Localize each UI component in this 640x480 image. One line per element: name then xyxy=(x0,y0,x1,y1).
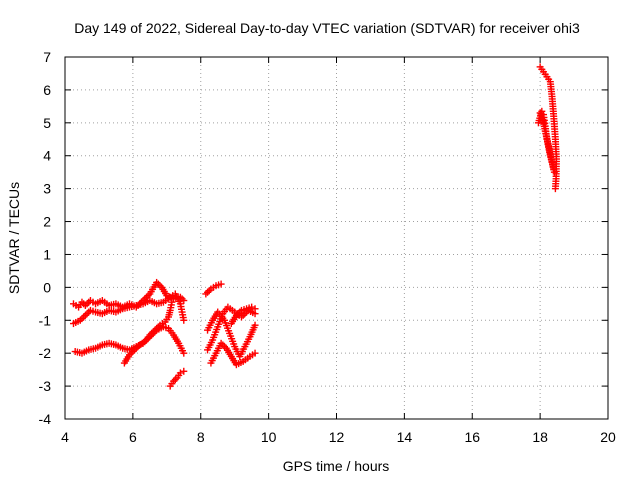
data-point xyxy=(180,349,188,357)
data-point xyxy=(81,311,89,319)
data-point xyxy=(83,300,91,308)
data-point xyxy=(151,326,159,334)
data-point xyxy=(550,165,558,173)
data-point xyxy=(142,293,150,301)
x-tick-label: 12 xyxy=(329,429,345,445)
data-point xyxy=(168,298,176,306)
data-point xyxy=(85,308,93,316)
data-point xyxy=(180,297,188,305)
data-point xyxy=(251,305,259,313)
y-tick-label: 2 xyxy=(43,214,51,230)
x-tick-labels: 4 6 8 10 12 14 16 18 20 xyxy=(61,429,616,445)
data-point xyxy=(171,376,179,384)
data-point xyxy=(217,280,225,288)
data-point xyxy=(551,185,559,193)
y-tick-label: -2 xyxy=(39,345,52,361)
y-tick-label: -4 xyxy=(39,411,52,427)
data-point xyxy=(81,301,89,309)
y-tick-label: 6 xyxy=(43,82,51,98)
y-tick-label: 5 xyxy=(43,115,51,131)
data-point xyxy=(239,311,247,319)
x-tick-label: 14 xyxy=(397,429,413,445)
y-tick-label: -1 xyxy=(39,312,52,328)
x-tick-label: 8 xyxy=(197,429,205,445)
x-tick-label: 16 xyxy=(464,429,480,445)
y-tick-label: 1 xyxy=(43,246,51,262)
y-tick-label: -3 xyxy=(39,378,52,394)
data-point xyxy=(180,316,188,324)
y-axis-label: SDTVAR / TECUs xyxy=(6,182,22,294)
data-point xyxy=(204,288,212,296)
x-tick-label: 6 xyxy=(129,429,137,445)
data-points xyxy=(69,63,560,390)
data-point xyxy=(205,287,213,295)
x-tick-label: 4 xyxy=(61,429,69,445)
grid-lines xyxy=(65,57,608,419)
x-axis-label: GPS time / hours xyxy=(283,458,390,474)
data-point xyxy=(148,329,156,337)
y-tick-label: 7 xyxy=(43,49,51,65)
y-tick-label: 3 xyxy=(43,181,51,197)
chart-title: Day 149 of 2022, Sidereal Day-to-day VTE… xyxy=(74,20,580,36)
data-point xyxy=(202,290,210,298)
y-tick-labels: -4 -3 -2 -1 0 1 2 3 4 5 6 7 xyxy=(39,49,52,427)
data-point xyxy=(180,367,188,375)
x-tick-label: 20 xyxy=(600,429,616,445)
x-tick-label: 10 xyxy=(261,429,277,445)
y-tick-label: 0 xyxy=(43,279,51,295)
data-point xyxy=(251,349,259,357)
x-tick-label: 18 xyxy=(532,429,548,445)
data-point xyxy=(251,321,259,329)
data-point xyxy=(80,313,88,321)
y-tick-label: 4 xyxy=(43,148,51,164)
axis-ticks xyxy=(64,56,609,420)
